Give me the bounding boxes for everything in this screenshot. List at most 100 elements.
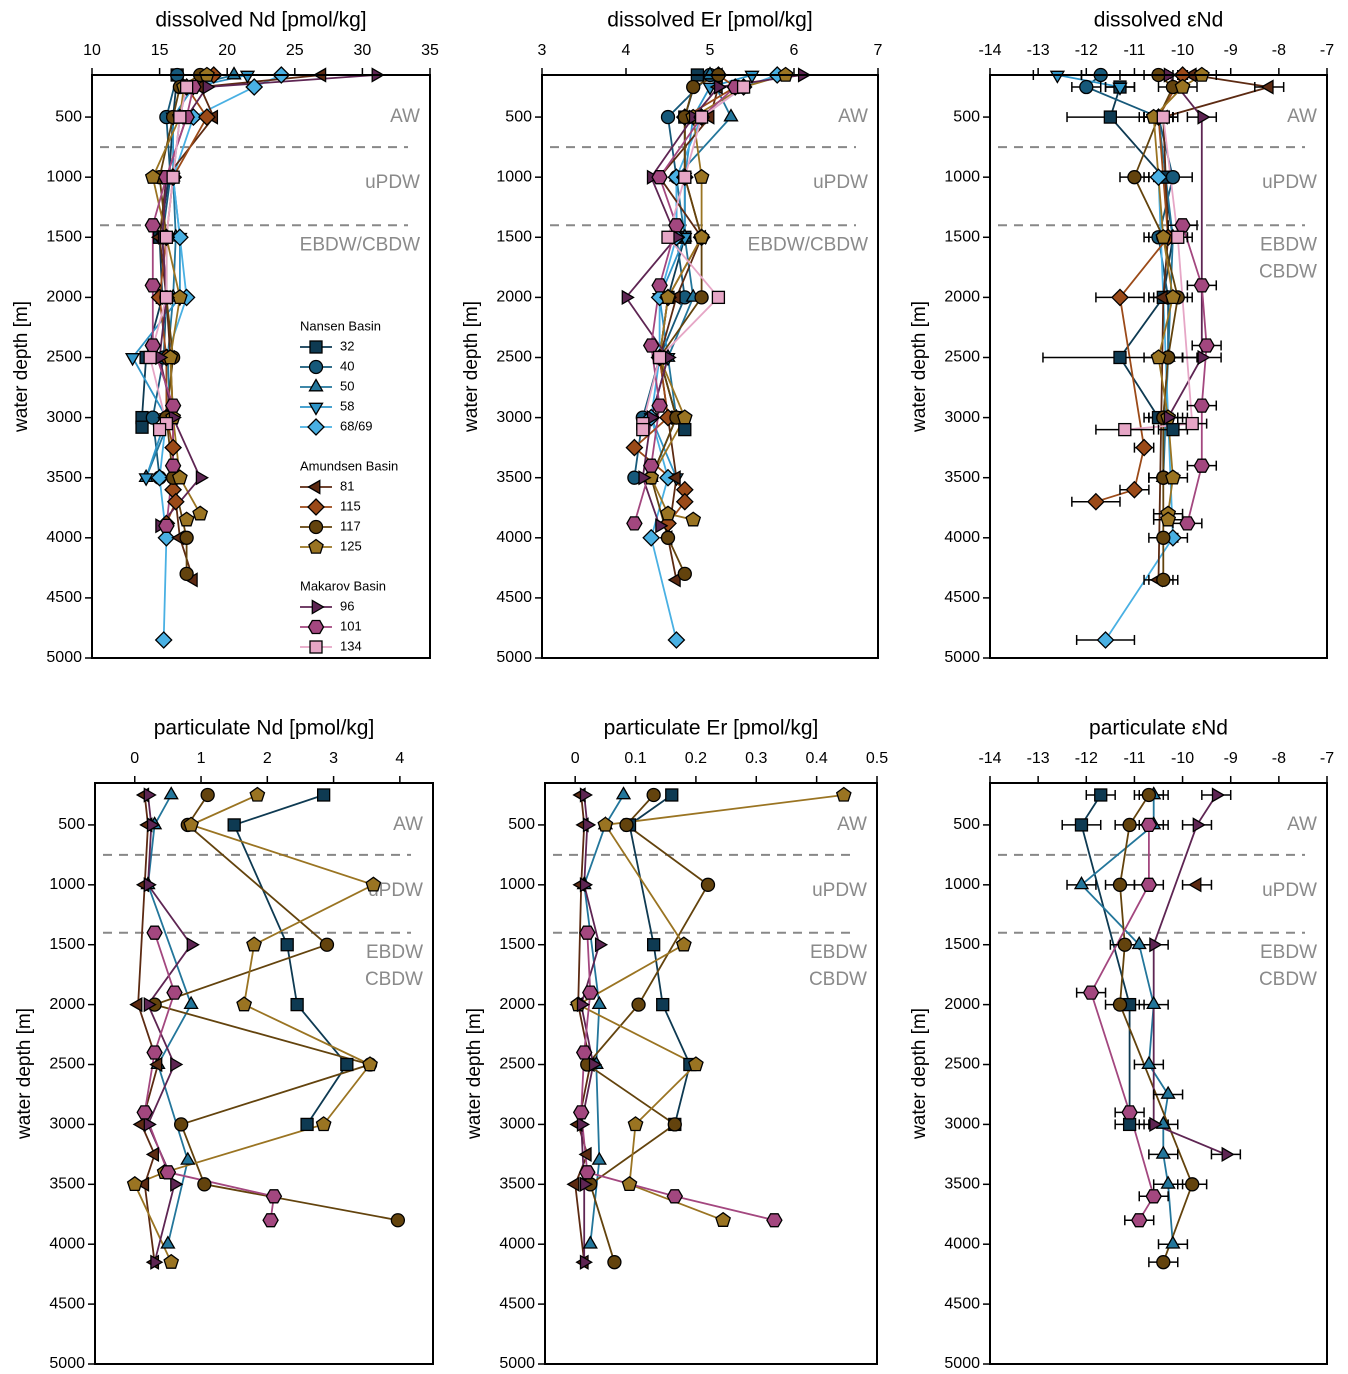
marker [1211,787,1226,803]
series-line [1167,74,1203,419]
y-tick-label: 4500 [499,1295,535,1312]
marker [164,438,183,457]
y-tick-label: 1500 [944,936,980,953]
water-mass-label: uPDW [812,880,867,901]
water-mass-label: AW [1287,106,1317,127]
y-tick-label: 1000 [46,168,82,185]
marker [625,438,644,457]
x-tick-label: -10 [1171,42,1194,59]
marker [627,1116,644,1132]
legend-label: 115 [340,498,361,513]
x-tick-label: -7 [1320,42,1334,59]
plot-frame [544,782,878,1365]
marker [579,877,593,893]
plot-frame [989,74,1328,659]
marker [166,170,180,184]
marker [576,996,590,1013]
y-axis-label: water depth [m] [11,301,32,433]
legend-label: 134 [340,638,362,653]
y-tick-label: 3000 [46,409,82,426]
x-tick-label: 4 [622,42,631,59]
marker [309,340,323,354]
series-line [146,794,193,1263]
marker [1171,230,1185,244]
x-tick-label: 0 [130,750,139,767]
panel: particulate Nd [pmol/kg] water depth [m] 0… [14,717,434,1372]
marker [146,1045,163,1060]
marker [126,1175,143,1192]
y-tick-label: 1500 [499,936,535,953]
marker [1166,422,1180,437]
marker [1197,349,1211,366]
marker [154,631,173,649]
marker [615,786,632,800]
marker [1082,985,1100,1000]
marker [566,1176,580,1192]
marker [1073,875,1090,890]
marker [290,997,304,1012]
marker [340,1057,354,1072]
series-layer [566,786,852,1270]
marker [1165,289,1181,305]
series-line [151,794,399,1222]
water-mass-label: uPDW [1262,172,1317,193]
y-tick-label: 1500 [46,228,82,245]
marker [152,422,167,437]
panel-title: particulate Er [pmol/kg] [604,717,819,740]
series-line [633,74,711,478]
x-tick-label: 35 [421,42,439,59]
marker [1079,79,1094,95]
marker [146,817,161,833]
marker [1165,170,1181,185]
x-tick-label: 10 [83,42,101,59]
series-line [1080,794,1131,1125]
marker [1118,422,1132,437]
marker [579,1165,596,1180]
y-axis-label: water depth [m] [461,301,482,433]
y-tick-label: 500 [58,816,85,833]
marker [307,479,321,495]
marker [311,599,325,615]
marker [162,349,179,365]
legend-label: 50 [340,378,354,393]
y-tick-label: 3500 [46,469,82,486]
marker [144,218,162,233]
marker [1131,935,1147,950]
marker [170,1176,184,1192]
water-mass-label: CBDW [365,969,423,990]
marker [197,108,216,127]
marker [736,80,751,94]
marker [576,1116,590,1133]
series-line [133,794,376,1263]
water-mass-label: CBDW [1259,969,1317,990]
y-tick-label: 5000 [499,1355,535,1372]
marker [661,230,675,244]
marker [159,230,174,244]
marker [578,1146,592,1163]
x-tick-label: 0 [571,750,580,767]
marker [723,108,739,122]
marker [713,79,728,95]
series-layer [621,66,812,649]
y-tick-label: 500 [55,108,82,125]
marker [1112,877,1128,892]
marker [300,1117,314,1132]
marker [262,1213,279,1228]
series-line [1124,116,1194,431]
water-mass-label: uPDW [365,172,420,193]
marker [308,519,324,535]
marker [667,572,681,588]
marker [309,640,323,654]
marker [319,937,335,952]
x-tick-label: -12 [1075,42,1098,59]
marker [1174,78,1191,94]
marker [195,470,210,486]
marker [1117,937,1132,952]
marker [667,1117,682,1132]
series-line [585,794,710,1263]
series-layer [126,786,406,1270]
marker [626,516,643,531]
marker [171,289,188,305]
series-layer [124,66,385,649]
